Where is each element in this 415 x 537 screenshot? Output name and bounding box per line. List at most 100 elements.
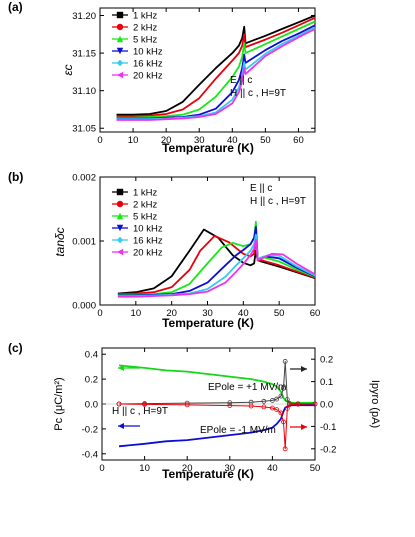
panel-a-xtick-label: 30 xyxy=(194,135,205,146)
panel-c-data-point xyxy=(287,402,292,408)
panel-c-data-point xyxy=(261,398,267,404)
panel-a-xtick-label: 20 xyxy=(161,135,172,146)
panel-b-annotation-magnet: H || c , H=9T xyxy=(250,196,306,207)
panel-b-series-line-5 xyxy=(117,238,316,298)
panel-c-data-point xyxy=(282,446,288,452)
panel-a-ytick-label: 31.20 xyxy=(72,11,96,22)
panel-a-frame xyxy=(99,7,316,133)
panel-a-xlabel: Temperature (K) xyxy=(162,141,254,155)
panel-c-data-point xyxy=(281,419,286,425)
ipyro-pos-axis-arrow-head xyxy=(301,366,307,372)
panel-b-ytick-label: 0.000 xyxy=(72,301,96,312)
panel-c-xtick-label: 10 xyxy=(139,463,150,474)
panel-c-xtick-label: 0 xyxy=(99,463,104,474)
panel-c-data-point xyxy=(295,401,301,407)
panel-c-y2tick-label: 0.0 xyxy=(320,400,333,411)
panel-c-data-point xyxy=(261,404,267,410)
panel-c-series-line-0 xyxy=(118,364,315,404)
panel-c-y2tick-label: 0.1 xyxy=(320,377,333,388)
panel-c-data-point xyxy=(282,359,288,364)
panel-c-data-point xyxy=(274,407,280,413)
panel-b-xtick-label: 0 xyxy=(97,308,102,319)
panel-a-legend-label: 5 kHz xyxy=(133,35,158,46)
panel-b-xtick-label: 50 xyxy=(274,308,285,319)
panel-b: (b) 0 10 20 30 40 50 60 0.000 0.001 0.002 1 kHz2 … xyxy=(8,170,320,330)
panel-a: (a) 0 10 20 30 40 50 60 31.05 31.10 31.15 31.20 1 … xyxy=(8,0,316,155)
panel-a-ytick-label: 31.05 xyxy=(72,124,96,135)
panel-c-y2tick-label: -0.1 xyxy=(320,422,336,433)
panel-c-ylabel: Pc (μC/m²) xyxy=(53,377,65,430)
panel-b-legend-marker xyxy=(116,236,124,244)
panel-c-data-point xyxy=(248,403,254,409)
panel-c-y2tick-label: -0.2 xyxy=(320,444,336,455)
panel-a-legend-marker xyxy=(116,47,124,55)
panel-b-legend-marker xyxy=(116,248,124,256)
panel-c-annotation-pos: EPole = +1 MV/m xyxy=(208,382,286,393)
panel-b-legend-label: 10 kHz xyxy=(133,224,163,235)
panel-c-data-point xyxy=(142,402,148,407)
panel-c-xlabel: Temperature (K) xyxy=(162,467,254,481)
panel-c-data-point xyxy=(312,401,318,407)
panel-a-xtick-label: 60 xyxy=(293,135,304,146)
panel-b-label: (b) xyxy=(8,170,23,184)
panel-a-series-line-0 xyxy=(116,14,316,116)
panel-b-legend-label: 16 kHz xyxy=(133,236,163,247)
panel-c-data-point xyxy=(278,393,284,399)
ipyro-neg-axis-arrow-head xyxy=(301,424,307,430)
panel-c-annotation-magnet: H || c , H=9T xyxy=(112,406,168,417)
panel-c-y2tick-label: 0.2 xyxy=(320,355,333,366)
panel-c-series-line-1 xyxy=(118,404,315,448)
panel-c-label: (c) xyxy=(8,341,23,355)
panel-a-legend-marker xyxy=(116,59,124,67)
panel-a-legend-label: 16 kHz xyxy=(133,59,163,70)
panel-a-legend-marker xyxy=(116,71,124,79)
panel-a-ytick-label: 31.10 xyxy=(72,86,96,97)
panel-b-legend-marker xyxy=(116,224,124,232)
panel-a-xtick-label: 10 xyxy=(128,135,139,146)
pos-axis-arrow-head xyxy=(118,365,124,371)
panel-a-annotation-magnet: H || c , H=9T xyxy=(230,88,286,99)
panel-c-series-line-3 xyxy=(118,403,316,450)
panel-a-legend-label: 20 kHz xyxy=(133,71,163,82)
panel-b-xtick-label: 20 xyxy=(166,308,177,319)
panel-b-ylabel: tanδc xyxy=(53,227,67,256)
panel-c-ytick-label: -0.2 xyxy=(82,424,98,435)
panel-c-annotation-neg: EPole = -1 MV/m xyxy=(200,425,276,436)
panel-c-data-point xyxy=(274,396,280,402)
panel-b-legend-label: 20 kHz xyxy=(133,248,163,259)
panel-c-data-point xyxy=(284,397,290,402)
panel-b-legend-marker xyxy=(116,212,124,220)
panel-c-data-point xyxy=(281,385,286,391)
panel-c: (c) 0 10 20 30 40 50 -0.4 -0.2 0.0 0.2 0.4 -0.2 -0.1… xyxy=(8,341,381,481)
panel-b-ytick-label: 0.002 xyxy=(72,173,96,184)
panel-c-xtick-label: 40 xyxy=(267,463,278,474)
panel-b-series-line-1 xyxy=(117,234,316,295)
panel-c-data-point xyxy=(284,406,290,411)
panel-c-ytick-label: 0.2 xyxy=(85,375,98,386)
panel-c-ytick-label: 0.0 xyxy=(85,400,98,411)
panel-c-xtick-label: 20 xyxy=(182,463,193,474)
panel-c-data-point xyxy=(184,402,190,408)
panel-b-xtick-label: 40 xyxy=(238,308,249,319)
panel-c-data-point xyxy=(269,405,275,411)
panel-a-series-line-2 xyxy=(116,20,316,119)
panel-c-y2label: Ipyro (pA) xyxy=(369,380,381,428)
panel-a-ylabel: εc xyxy=(61,64,75,75)
panel-c-series-line-2 xyxy=(118,360,316,405)
panel-c-ytick-label: -0.4 xyxy=(82,449,98,460)
panel-b-annotation-field: E || c xyxy=(250,183,272,194)
panel-a-xtick-label: 50 xyxy=(260,135,271,146)
panel-b-xtick-label: 10 xyxy=(131,308,142,319)
panel-c-ytick-label: 0.4 xyxy=(85,350,98,361)
panel-b-ytick-label: 0.001 xyxy=(72,237,96,248)
panel-a-annotation-field: E || c xyxy=(230,75,252,86)
panel-a-xtick-label: 40 xyxy=(227,135,238,146)
panel-b-legend-marker xyxy=(116,188,124,196)
neg-axis-arrow-head xyxy=(118,423,124,429)
panel-c-data-point xyxy=(227,403,233,408)
panel-a-legend-label: 2 kHz xyxy=(133,23,158,34)
panel-b-legend-label: 5 kHz xyxy=(133,212,158,223)
